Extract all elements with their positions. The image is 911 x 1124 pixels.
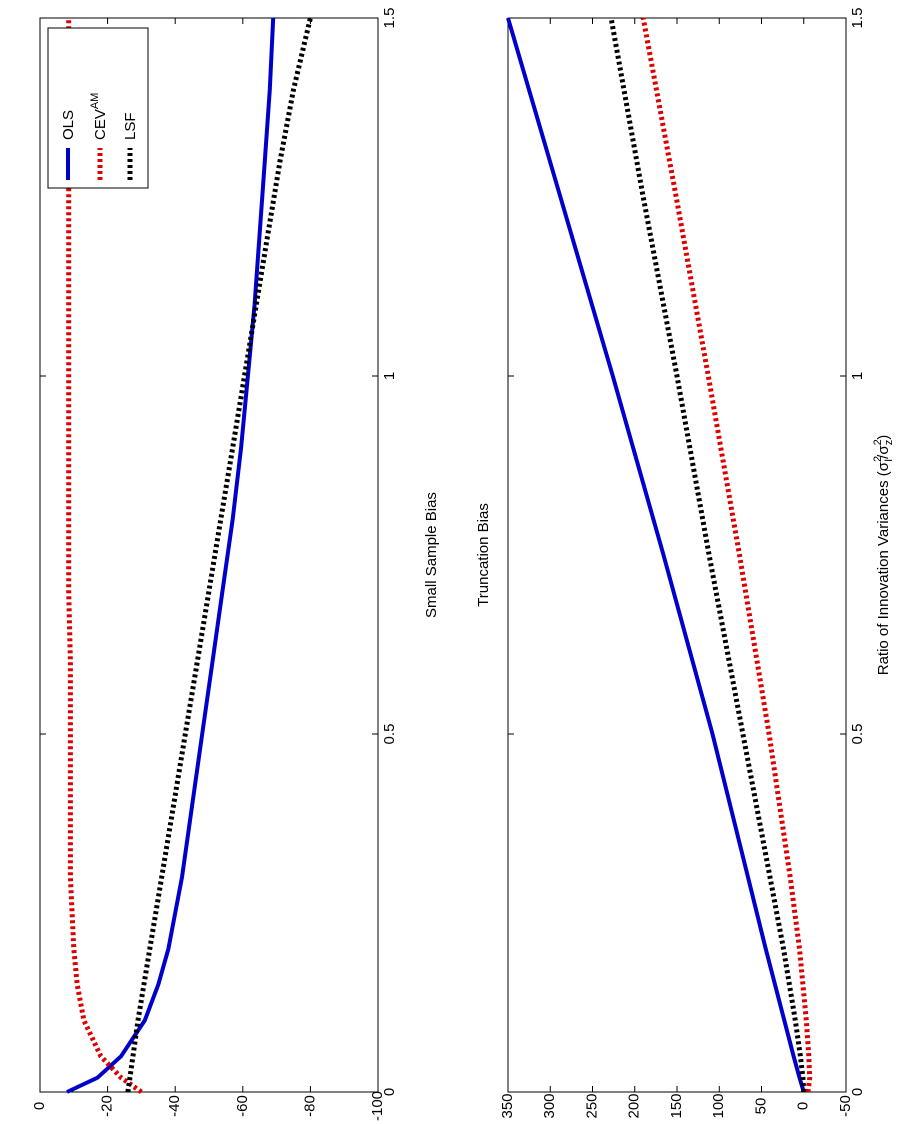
legend-label-lsf: LSF <box>122 112 139 140</box>
legend-label-superscript: AM <box>89 93 101 110</box>
y-tick-label: -100 <box>369 1091 386 1121</box>
y-tick-label: 50 <box>752 1098 769 1115</box>
y-tick-label: 0 <box>31 1102 48 1110</box>
series-line-cev <box>66 18 143 1095</box>
small-sample-bias-chart: 00.511.50-20-40-60-80-100Percentage Erro… <box>31 8 440 1121</box>
x-tick-label: 1 <box>849 372 866 380</box>
series-line-ols <box>66 17 276 1094</box>
chart-title: Small Sample Bias <box>423 492 440 618</box>
legend-label-ols: OLS <box>60 110 77 140</box>
y-tick-label: 300 <box>541 1093 558 1118</box>
x-tick-label: 0 <box>381 1088 398 1096</box>
y-tick-label: 100 <box>710 1093 727 1118</box>
y-tick-label: 250 <box>583 1093 600 1118</box>
x-axis-label: Ratio of Innovation Variances (σ2I/σ2z) <box>872 435 895 676</box>
series-line-ols <box>506 17 806 1093</box>
x-tick-label: 1.5 <box>849 8 866 29</box>
x-tick-label: 1.5 <box>381 8 398 29</box>
chart-title: Truncation Bias <box>475 503 492 607</box>
x-axis-label-main-2: /σ <box>875 445 892 459</box>
y-tick-label: -50 <box>837 1095 854 1117</box>
legend-label-text: LSF <box>122 112 139 140</box>
legend-label-text: OLS <box>60 110 77 140</box>
series-line-lsf <box>125 17 313 1093</box>
y-tick-label: -40 <box>166 1095 183 1117</box>
truncation-bias-chart: 00.511.5350300250200150100500-50Percenta… <box>475 8 895 1119</box>
y-tick-label: 350 <box>499 1093 516 1118</box>
legend: OLS CEVAM LSF <box>47 27 149 189</box>
x-axis-label-sub: I <box>883 459 895 462</box>
y-tick-label: 150 <box>668 1093 685 1118</box>
x-tick-label: 0.5 <box>849 724 866 745</box>
series-line-cev <box>640 17 813 1093</box>
y-tick-label: 200 <box>626 1093 643 1118</box>
legend-label-text: CEV <box>92 109 109 140</box>
x-tick-label: 0 <box>849 1088 866 1096</box>
plot-frame <box>39 17 379 1093</box>
y-tick-label: -60 <box>234 1095 251 1117</box>
y-tick-label: -80 <box>301 1095 318 1117</box>
x-tick-label: 1 <box>381 372 398 380</box>
x-axis-label-sup: 2 <box>872 439 884 445</box>
x-axis-label-close: ) <box>875 435 892 440</box>
series-line-lsf <box>608 17 807 1093</box>
y-tick-label: 0 <box>795 1102 812 1110</box>
x-axis-label-sup: 2 <box>872 456 884 462</box>
x-tick-label: 0.5 <box>381 724 398 745</box>
legend-label-cev: CEVAM <box>89 93 109 140</box>
x-axis-label-sub: z <box>883 440 895 446</box>
x-axis-label-main: Ratio of Innovation Variances (σ <box>875 461 892 675</box>
y-tick-label: -20 <box>99 1095 116 1117</box>
